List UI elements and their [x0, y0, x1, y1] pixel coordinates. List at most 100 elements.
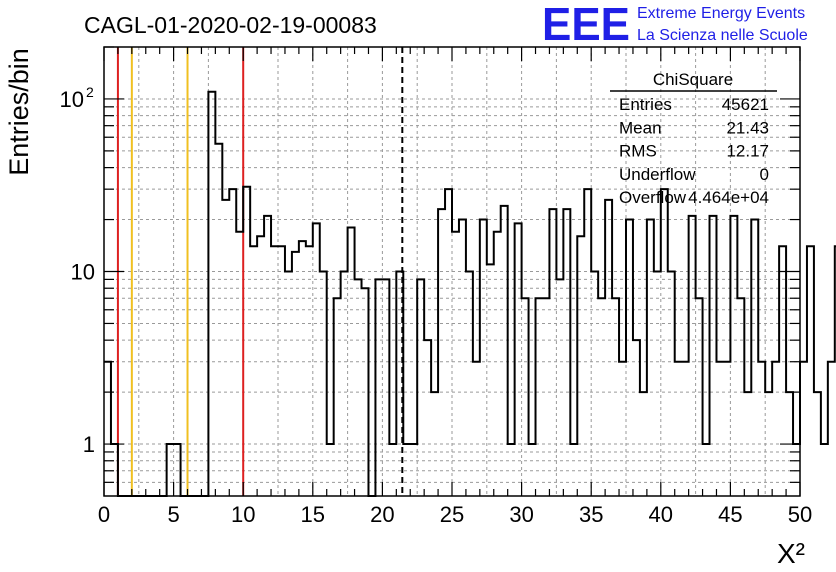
- histogram-bin: [424, 340, 431, 496]
- histogram-bin: [647, 220, 654, 496]
- histogram-bin: [591, 272, 598, 497]
- histogram-bin: [522, 298, 529, 496]
- x-tick-label: 5: [167, 502, 179, 527]
- eee-logo: EEE Extreme Energy Events La Scienza nel…: [542, 0, 808, 50]
- stats-value: 12.17: [726, 142, 769, 161]
- histogram-bin: [466, 272, 473, 497]
- stats-label: RMS: [619, 142, 657, 161]
- histogram-bin: [167, 444, 174, 496]
- histogram-bin: [737, 298, 744, 496]
- histogram-bin: [327, 444, 334, 496]
- histogram-bin: [619, 362, 626, 496]
- histogram-bin: [633, 340, 640, 496]
- histogram-bin: [313, 223, 320, 496]
- stats-rows: Entries 45621 Mean 21.43 RMS 12.17 Underflow 0 O…: [619, 95, 769, 207]
- histogram-bin: [654, 272, 661, 497]
- x-tick-label: 25: [440, 502, 464, 527]
- histogram-bin: [375, 279, 382, 496]
- histogram-bin: [682, 362, 689, 496]
- histogram-bin: [299, 241, 306, 496]
- y-tick-label: 1: [83, 432, 95, 457]
- histogram-bin: [828, 362, 835, 496]
- stats-label: Underflow: [619, 165, 696, 184]
- x-tick-label: 45: [718, 502, 742, 527]
- x-tick-label: 35: [579, 502, 603, 527]
- histogram-bin: [257, 236, 264, 496]
- y-tick-label: 10: [71, 260, 95, 285]
- histogram-bin: [598, 298, 605, 496]
- histogram-bin: [626, 220, 633, 496]
- histogram-bin: [612, 298, 619, 496]
- histogram-bin: [549, 209, 556, 496]
- histogram-bin: [710, 216, 717, 496]
- stats-box: ChiSquare Entries 45621 Mean 21.43 RMS 12.17 U…: [610, 70, 777, 207]
- histogram-bin: [772, 362, 779, 496]
- logo-line-2: La Scienza nelle Scuole: [637, 27, 808, 44]
- histogram-bin: [264, 216, 271, 496]
- histogram-bin: [542, 298, 549, 496]
- histogram-bin: [362, 288, 369, 496]
- stats-title: ChiSquare: [653, 70, 733, 89]
- stats-value: 45621: [722, 95, 769, 114]
- x-tick-label: 20: [370, 502, 394, 527]
- stats-label: Entries: [619, 95, 672, 114]
- histogram-bin: [334, 298, 341, 496]
- histogram-bin: [765, 392, 772, 496]
- histogram-bin: [640, 392, 647, 496]
- histogram-bin: [529, 444, 536, 496]
- logo-line-1: Extreme Energy Events: [637, 5, 805, 22]
- histogram-bin: [403, 444, 410, 496]
- histogram-bin: [807, 246, 814, 496]
- histogram-bin: [487, 264, 494, 496]
- stats-label: Overflow: [619, 188, 687, 207]
- histogram-bin: [480, 220, 487, 496]
- x-tick-labels: 0 5 10 15 20 25 30 35 40 45 50: [98, 502, 812, 527]
- histogram-bin: [508, 444, 515, 496]
- histogram-bin: [744, 392, 751, 496]
- histogram-bin: [758, 362, 765, 496]
- histogram-bin: [563, 209, 570, 496]
- x-tick-label: 40: [649, 502, 673, 527]
- stats-label: Mean: [619, 118, 662, 137]
- histogram: [104, 90, 836, 497]
- histogram-bin: [271, 246, 278, 496]
- histogram-bin: [445, 189, 452, 496]
- y-axis-label: Entries/bin: [4, 48, 34, 176]
- histogram-bin: [730, 216, 737, 496]
- histogram-bin: [494, 232, 501, 496]
- histogram-bin: [584, 189, 591, 496]
- histogram-bin: [703, 444, 710, 496]
- histogram-bin: [570, 444, 577, 496]
- histogram-bin: [229, 189, 236, 496]
- histogram-bin: [814, 392, 821, 496]
- histogram-bin: [821, 444, 828, 496]
- histogram-bin: [174, 444, 181, 496]
- chart-title: CAGL-01-2020-02-19-00083: [84, 12, 377, 38]
- eee-logo-mark: EEE: [542, 0, 630, 50]
- histogram-bin: [716, 362, 723, 496]
- histogram-bin: [243, 187, 250, 496]
- stats-value: 4.464e+04: [688, 188, 769, 207]
- histogram-bin: [278, 246, 285, 496]
- histogram-bin: [605, 200, 612, 496]
- histogram-bin: [382, 279, 389, 496]
- histogram-bin: [536, 298, 543, 496]
- histogram-bin: [751, 220, 758, 496]
- histogram-bin: [292, 252, 299, 496]
- histogram-bin: [389, 444, 396, 496]
- histogram-bin: [438, 209, 445, 496]
- histogram-bin: [104, 362, 111, 496]
- x-tick-label: 0: [98, 502, 110, 527]
- histogram-bin: [515, 223, 522, 496]
- histogram-bin: [431, 392, 438, 496]
- y-tick-label: 10: [60, 87, 84, 112]
- histogram-bin: [215, 144, 222, 496]
- histogram-bin: [452, 232, 459, 496]
- histogram-bin: [222, 200, 229, 496]
- x-tick-label: 50: [788, 502, 812, 527]
- histogram-bin: [320, 272, 327, 497]
- histogram-bin: [285, 272, 292, 497]
- stats-value: 0: [760, 165, 769, 184]
